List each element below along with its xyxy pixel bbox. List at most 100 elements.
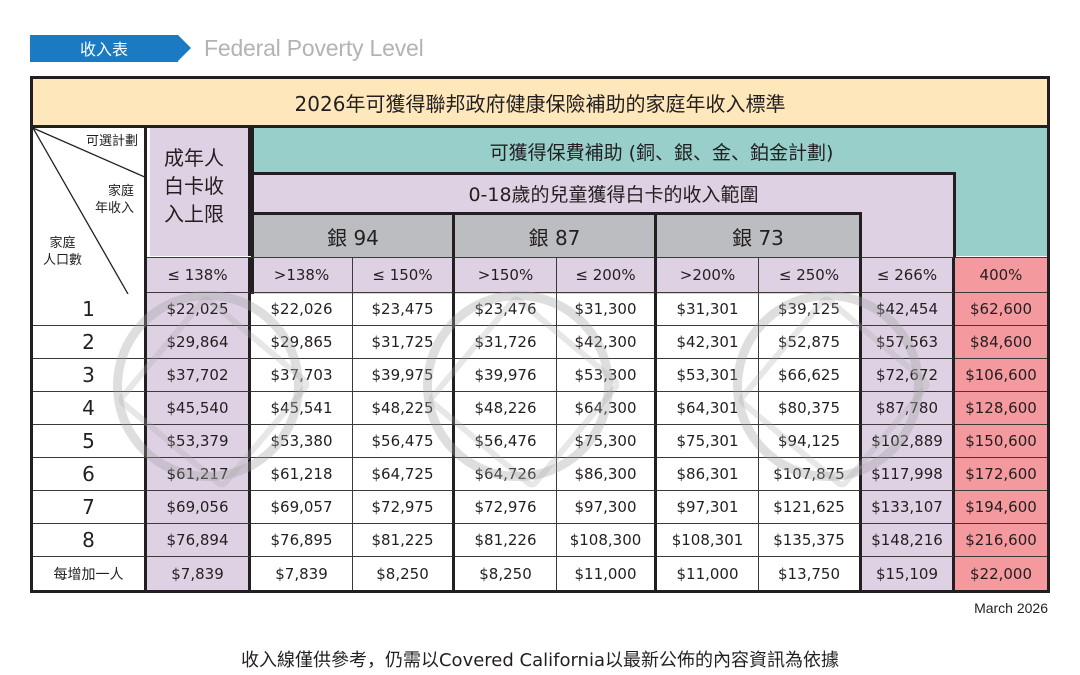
income-cell: $22,025 [147, 293, 251, 326]
household-size-label: 5 [33, 425, 147, 458]
corner-household-line1: 家庭 [49, 236, 76, 251]
household-size-label: 8 [33, 524, 147, 557]
income-cell: $11,000 [557, 557, 657, 590]
income-cell: $107,875 [759, 458, 862, 491]
income-cell: $62,600 [955, 293, 1047, 326]
income-cell: $76,894 [147, 524, 251, 557]
income-cell: $86,300 [557, 458, 657, 491]
income-cell: $81,226 [455, 524, 557, 557]
income-cell: $31,725 [353, 326, 455, 359]
income-cell: $22,026 [251, 293, 353, 326]
income-cell: $121,625 [759, 491, 862, 524]
income-cell: $133,107 [862, 491, 955, 524]
income-cell: $66,625 [759, 359, 862, 392]
percent-header: >138% [251, 257, 353, 293]
silver-73-header: 銀 73 [657, 212, 862, 257]
income-cell: $56,476 [455, 425, 557, 458]
percent-header: >150% [455, 257, 557, 293]
income-cell: $64,300 [557, 392, 657, 425]
income-cell: $64,726 [455, 458, 557, 491]
income-cell: $216,600 [955, 524, 1047, 557]
income-cell: $31,726 [455, 326, 557, 359]
income-cell: $72,976 [455, 491, 557, 524]
income-cell: $8,250 [455, 557, 557, 590]
income-cell: $53,380 [251, 425, 353, 458]
income-cell: $108,301 [657, 524, 759, 557]
corner-income-line1: 家庭 [107, 184, 134, 199]
household-size-label: 每增加一人 [33, 557, 147, 590]
income-cell: $13,750 [759, 557, 862, 590]
adult-header-line3: 入上限 [164, 202, 224, 226]
subsidy-header: 可獲得保費補助 (銅、銀、金、鉑金計劃) [489, 141, 834, 164]
income-cell: $23,475 [353, 293, 455, 326]
income-cell: $84,600 [955, 326, 1047, 359]
diagonal-lines [33, 128, 144, 294]
income-cell: $37,702 [147, 359, 251, 392]
income-cell: $42,454 [862, 293, 955, 326]
income-cell: $61,217 [147, 458, 251, 491]
section-tag: 收入表 [30, 34, 191, 62]
section-subtitle: Federal Poverty Level [204, 34, 424, 61]
income-cell: $39,975 [353, 359, 455, 392]
income-cell: $81,225 [353, 524, 455, 557]
date-label: March 2026 [974, 600, 1048, 616]
percent-header: ≤ 266% [862, 257, 955, 293]
household-size-label: 2 [33, 326, 147, 359]
table-title: 2026年可獲得聯邦政府健康保險補助的家庭年收入標準 [33, 79, 1047, 128]
income-cell: $172,600 [955, 458, 1047, 491]
banner: 收入表 Federal Poverty Level [30, 34, 424, 62]
income-cell: $48,225 [353, 392, 455, 425]
income-cell: $106,600 [955, 359, 1047, 392]
income-cell: $42,300 [557, 326, 657, 359]
income-cell: $97,300 [557, 491, 657, 524]
household-size-label: 4 [33, 392, 147, 425]
children-header: 0-18歲的兒童獲得白卡的收入範圍 [468, 183, 759, 206]
income-cell: $42,301 [657, 326, 759, 359]
income-cell: $45,541 [251, 392, 353, 425]
income-cell: $8,250 [353, 557, 455, 590]
income-cell: $97,301 [657, 491, 759, 524]
adult-medi-cal-header: 成年人 白卡收 入上限 [150, 128, 251, 256]
income-cell: $135,375 [759, 524, 862, 557]
income-cell: $117,998 [862, 458, 955, 491]
household-size-label: 7 [33, 491, 147, 524]
income-cell: $7,839 [147, 557, 251, 590]
income-cell: $94,125 [759, 425, 862, 458]
footer-note: 收入線僅供參考，仍需以Covered California以最新公佈的內容資訊為… [240, 650, 839, 671]
income-cell: $64,301 [657, 392, 759, 425]
income-cell: $86,301 [657, 458, 759, 491]
income-cell: $72,975 [353, 491, 455, 524]
income-cell: $56,475 [353, 425, 455, 458]
corner-income-label: 家庭 年收入 [95, 183, 134, 217]
percent-header: 400% [955, 257, 1047, 293]
income-cell: $52,875 [759, 326, 862, 359]
income-cell: $39,976 [455, 359, 557, 392]
income-cell: $75,300 [557, 425, 657, 458]
income-table: 2026年可獲得聯邦政府健康保險補助的家庭年收入標準 可選計劃 家庭 年收入 家… [30, 76, 1050, 593]
income-cell: $150,600 [955, 425, 1047, 458]
income-cell: $45,540 [147, 392, 251, 425]
adult-header-line2: 白卡收 [164, 174, 224, 198]
household-size-label: 6 [33, 458, 147, 491]
income-cell: $29,865 [251, 326, 353, 359]
silver-87-header: 銀 87 [455, 212, 657, 257]
income-cell: $128,600 [955, 392, 1047, 425]
income-cell: $75,301 [657, 425, 759, 458]
percent-header: ≤ 200% [557, 257, 657, 293]
income-cell: $69,057 [251, 491, 353, 524]
income-cell: $69,056 [147, 491, 251, 524]
income-cell: $194,600 [955, 491, 1047, 524]
adult-header-line1: 成年人 [164, 146, 224, 170]
income-cell: $29,864 [147, 326, 251, 359]
silver-94-header: 銀 94 [251, 212, 455, 257]
income-cell: $7,839 [251, 557, 353, 590]
income-cell: $102,889 [862, 425, 955, 458]
income-cell: $31,300 [557, 293, 657, 326]
income-cell: $48,226 [455, 392, 557, 425]
income-cell: $31,301 [657, 293, 759, 326]
percent-header: >200% [657, 257, 759, 293]
income-cell: $23,476 [455, 293, 557, 326]
income-cell: $64,725 [353, 458, 455, 491]
income-cell: $87,780 [862, 392, 955, 425]
income-cell: $72,672 [862, 359, 955, 392]
